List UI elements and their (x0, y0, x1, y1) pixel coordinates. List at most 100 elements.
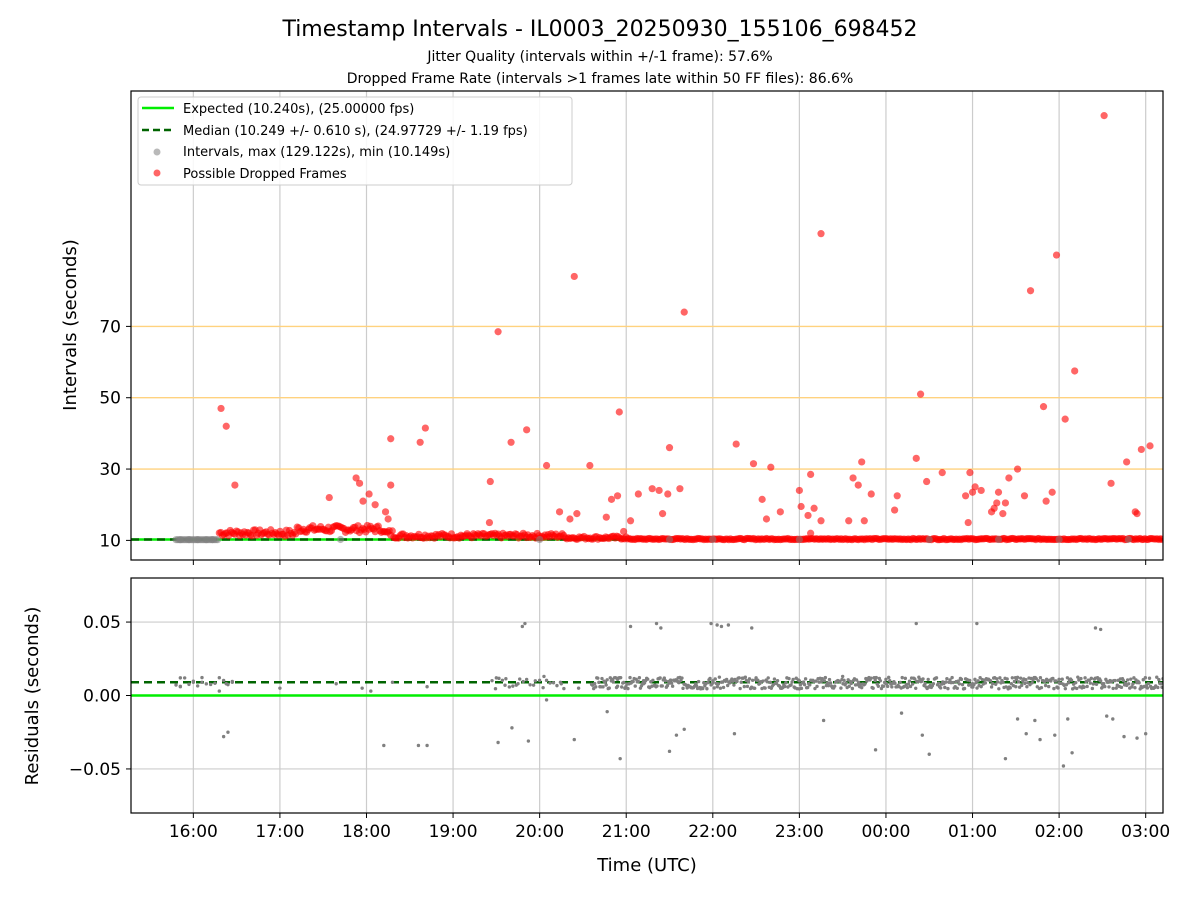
residual-point (1137, 681, 1141, 685)
residual-point (1133, 685, 1137, 690)
residual-point (1119, 685, 1124, 690)
residual-point (997, 687, 1001, 691)
residual-point (943, 685, 947, 690)
residual-point (1089, 676, 1094, 681)
dropped-frame-point (749, 460, 758, 468)
residual-point (521, 679, 525, 684)
residual-point (1114, 686, 1118, 690)
interval-point (176, 536, 184, 544)
residual-point (976, 679, 980, 683)
residual-point (1014, 684, 1018, 689)
residual-point (705, 687, 709, 691)
dropped-frame-point (421, 424, 429, 432)
residual-point (1069, 678, 1074, 682)
dropped-frame-point (762, 515, 771, 523)
y-tick-label: 70 (99, 317, 121, 337)
residual-point (1003, 756, 1008, 761)
residual-point (1143, 675, 1148, 680)
intervals-axes-frame (130, 90, 1164, 561)
residual-point (1008, 686, 1012, 690)
dropped-frame-point (923, 477, 931, 486)
residual-point (921, 677, 925, 681)
residual-point (663, 679, 668, 683)
dropped-frame-point (1005, 474, 1013, 482)
residual-point (504, 677, 508, 681)
residual-point (1025, 685, 1029, 689)
x-tick-label: 22:00 (688, 822, 737, 842)
dropped-frame-point (355, 479, 364, 487)
residual-point (819, 680, 823, 684)
residual-point (1038, 676, 1043, 680)
residual-point (637, 676, 642, 680)
dropped-frame-point (523, 426, 531, 434)
residual-point (797, 679, 802, 683)
residual-point (682, 727, 686, 731)
residual-point (204, 682, 209, 686)
residual-point (1156, 685, 1160, 690)
residual-point (178, 684, 183, 689)
dropped-frame-point (1123, 458, 1131, 466)
residual-point (607, 686, 611, 690)
dropped-frame-point (586, 461, 594, 470)
residual-point (1042, 679, 1047, 684)
dropped-frame-point (893, 492, 901, 500)
residual-point (696, 679, 701, 684)
dropped-frame-point (807, 529, 815, 537)
residual-point (1079, 676, 1083, 681)
residual-point (593, 681, 597, 686)
chart-subtitle-dropped: Dropped Frame Rate (intervals >1 frames … (347, 71, 854, 87)
residual-point (936, 681, 941, 686)
dropped-frame-point (1013, 465, 1022, 473)
residual-point (823, 675, 828, 680)
dropped-frame-point (387, 481, 395, 489)
series-points (178, 621, 1148, 768)
residual-point (603, 680, 607, 684)
residual-point (425, 684, 429, 689)
residual-point (888, 678, 892, 683)
residual-point (668, 678, 673, 682)
residual-point (715, 685, 720, 689)
residual-point (955, 686, 959, 691)
intervals-y-ticks: 10 30 50 70 (99, 317, 131, 551)
residual-point (920, 733, 925, 737)
residual-point (863, 682, 867, 686)
residual-point (662, 676, 667, 680)
residual-point (718, 686, 723, 690)
residual-point (847, 684, 851, 688)
residual-point (970, 682, 975, 686)
residual-point (369, 689, 373, 693)
residual-point (1066, 717, 1070, 721)
residual-point (931, 681, 936, 686)
residual-point (1083, 676, 1087, 680)
x-tick-label: 18:00 (342, 822, 391, 842)
residual-point (1157, 677, 1161, 682)
dropped-frame-point (626, 517, 635, 525)
residual-point (990, 681, 995, 686)
dropped-frame-point (964, 518, 972, 527)
dropped-frame-point (810, 504, 818, 512)
dropped-frame-point (507, 438, 515, 446)
residual-point (787, 676, 791, 681)
residual-point (887, 675, 891, 680)
residual-point (1129, 677, 1133, 681)
residual-point (600, 676, 604, 681)
residual-point (957, 682, 962, 686)
residual-point (789, 683, 793, 687)
residual-point (775, 679, 780, 683)
residual-point (390, 680, 395, 684)
dropped-frame-point (807, 470, 815, 479)
dropped-frame-point (977, 486, 985, 495)
series-points (217, 112, 1154, 537)
residual-point (1088, 681, 1092, 685)
dropped-frame-point (817, 517, 825, 525)
residual-point (178, 676, 183, 680)
dropped-frame-point (222, 422, 230, 430)
residual-point (615, 684, 620, 688)
residual-point (874, 675, 878, 680)
residual-point (676, 676, 680, 680)
residual-point (660, 684, 664, 688)
residual-point (873, 748, 878, 752)
residual-point (840, 674, 845, 679)
residual-point (542, 674, 546, 679)
series-points (176, 535, 1132, 544)
